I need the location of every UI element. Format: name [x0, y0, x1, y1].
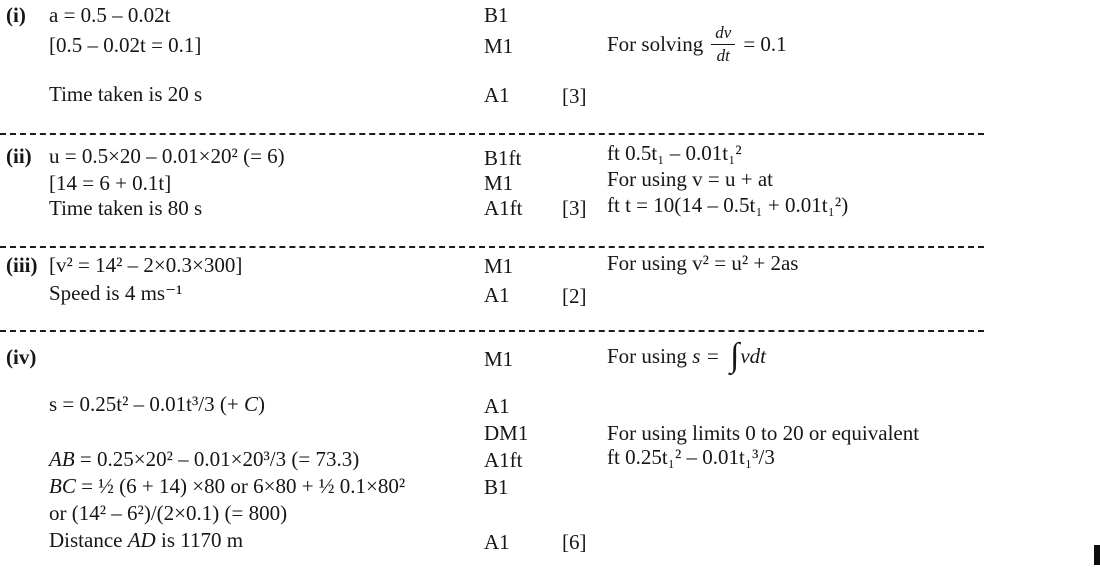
mark-code: M1: [484, 347, 514, 371]
mark-code: M1: [484, 254, 514, 278]
mark-code: B1ft: [484, 146, 522, 170]
mark-code: A1: [484, 394, 510, 418]
fraction-numerator: dv: [711, 23, 736, 45]
mark-code: A1: [484, 530, 510, 554]
mark-code: B1: [484, 475, 509, 499]
integral-icon: ∫: [730, 337, 740, 374]
work-text: = ½ (6 + 14) ×80 or 6×80 + ½ 0.1×80²: [75, 474, 406, 498]
work-variable: AB: [49, 447, 75, 471]
comment-line: ft 0.25t₁² – 0.01t₁³/3: [607, 445, 775, 469]
work-variable: AD: [127, 528, 156, 552]
comment-text: = 0.1: [743, 32, 787, 56]
comment-line: For using s = ∫ vdt: [607, 336, 766, 376]
comment-line: For using v² = u² + 2as: [607, 251, 799, 275]
comment-line: ft 0.5t₁ – 0.01t₁²: [607, 141, 742, 165]
mark-code: A1: [484, 83, 510, 107]
part-iv-work-line: s = 0.25t² – 0.01t³/3 (+ C): [49, 392, 265, 416]
part-iv-work-line: or (14² – 6²)/(2×0.1) (= 800): [49, 501, 288, 525]
mark-code: A1: [484, 283, 510, 307]
comment-line: For using limits 0 to 20 or equivalent: [607, 421, 920, 445]
part-iii-work-line: [v² = 14² – 2×0.3×300]: [49, 253, 243, 277]
part-ii-work-line: u = 0.5×20 – 0.01×20² (= 6): [49, 144, 285, 168]
comment-math: s =: [692, 344, 726, 368]
fraction-dv-dt: dv dt: [711, 23, 736, 65]
mark-code: M1: [484, 34, 514, 58]
mark-total: [6]: [562, 530, 587, 554]
mark-total: [3]: [562, 196, 587, 220]
dashed-separator: [0, 133, 984, 135]
mark-code: A1ft: [484, 196, 523, 220]
work-variable: BC: [49, 474, 76, 498]
comment-line: For using v = u + at: [607, 167, 774, 191]
fraction-denominator: dt: [716, 45, 730, 65]
part-iv-label: (iv): [6, 345, 37, 369]
part-ii-label: (ii): [6, 144, 32, 168]
part-iv-work-line: Distance AD is 1170 m: [49, 528, 243, 552]
part-i-label: (i): [6, 3, 26, 27]
work-text: is 1170 m: [155, 528, 244, 552]
work-text: s = 0.25t² – 0.01t³/3 (+: [49, 392, 244, 416]
comment-math: vdt: [740, 344, 767, 368]
part-iii-label: (iii): [6, 253, 38, 277]
part-ii-work-line: [14 = 6 + 0.1t]: [49, 171, 172, 195]
dashed-separator: [0, 330, 984, 332]
comment-line: ft t = 10(14 – 0.5t₁ + 0.01t₁²): [607, 193, 849, 217]
mark-code: A1ft: [484, 448, 523, 472]
work-text: = 0.25×20² – 0.01×20³/3 (= 73.3): [74, 447, 360, 471]
work-text: Distance: [49, 528, 128, 552]
dashed-separator: [0, 246, 984, 248]
part-iv-work-line: AB = 0.25×20² – 0.01×20³/3 (= 73.3): [49, 447, 359, 471]
comment-text: For using: [607, 344, 693, 368]
mark-code: DM1: [484, 421, 529, 445]
comment-line: For solving dv dt = 0.1: [607, 22, 787, 66]
part-iv-work-line: BC = ½ (6 + 14) ×80 or 6×80 + ½ 0.1×80²: [49, 474, 405, 498]
part-i-work-line: a = 0.5 – 0.02t: [49, 3, 171, 27]
mark-code: B1: [484, 3, 509, 27]
scan-edge-artifact: [1094, 545, 1100, 565]
part-i-work-line: [0.5 – 0.02t = 0.1]: [49, 33, 202, 57]
mark-total: [2]: [562, 284, 587, 308]
mark-total: [3]: [562, 84, 587, 108]
comment-text: For solving: [607, 32, 704, 56]
part-iii-work-line: Speed is 4 ms⁻¹: [49, 281, 183, 305]
mark-code: M1: [484, 171, 514, 195]
work-text: ): [257, 392, 265, 416]
part-i-work-line: Time taken is 20 s: [49, 82, 203, 106]
work-variable: C: [243, 392, 258, 416]
part-ii-work-line: Time taken is 80 s: [49, 196, 203, 220]
